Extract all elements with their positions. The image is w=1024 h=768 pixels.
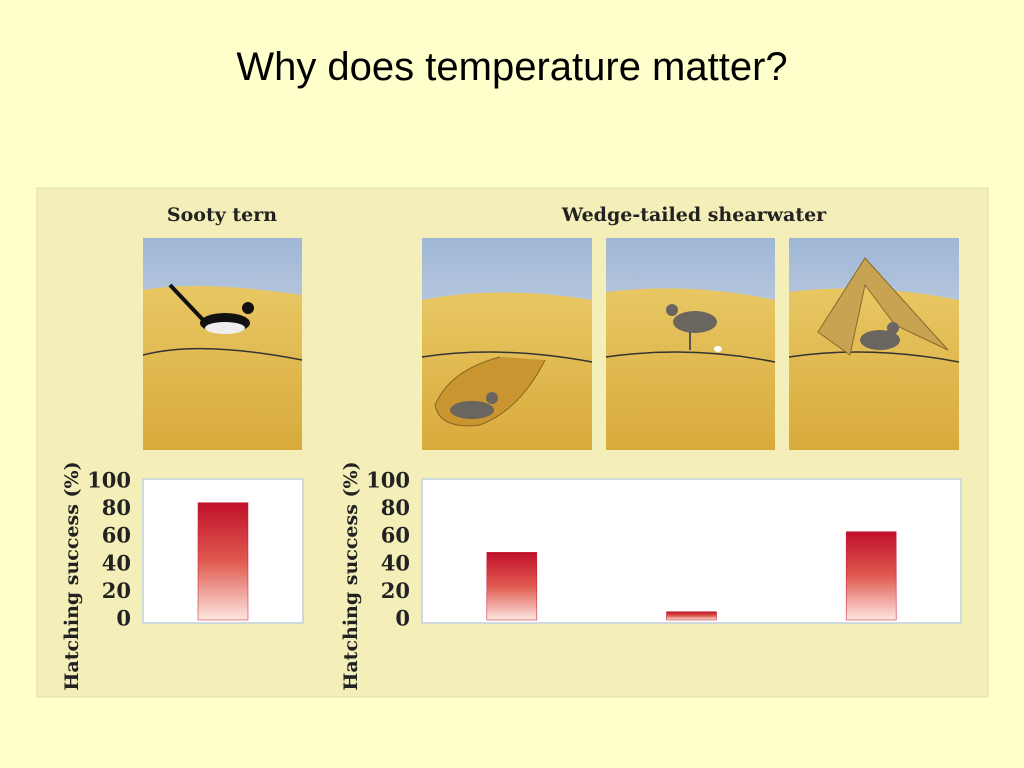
- y-tick-label: 80: [102, 495, 131, 520]
- y-tick-label: 40: [102, 550, 131, 575]
- bar: [486, 552, 538, 621]
- y-tick-label: 60: [102, 523, 131, 548]
- y-tick-label: 60: [381, 523, 410, 548]
- y-tick-label: 20: [102, 578, 131, 603]
- bar: [666, 611, 717, 621]
- illustration-shelter: [788, 238, 960, 450]
- slide-title: Why does temperature matter?: [236, 45, 787, 89]
- chart-title: Wedge-tailed shearwater: [561, 204, 827, 226]
- y-tick-label: 0: [116, 606, 131, 631]
- y-axis-label: Hatching success (%): [61, 461, 83, 690]
- y-tick-label: 20: [381, 578, 410, 603]
- y-tick-label: 80: [381, 495, 410, 520]
- y-tick-label: 40: [381, 550, 410, 575]
- y-tick-label: 0: [395, 606, 410, 631]
- chart-title: Sooty tern: [167, 204, 277, 226]
- illustrations: [142, 238, 960, 450]
- illustration-open: [605, 238, 776, 450]
- y-tick-label: 100: [366, 468, 410, 493]
- illustration-burrow: [421, 238, 593, 450]
- y-axis-label: Hatching success (%): [340, 461, 362, 690]
- y-tick-label: 100: [87, 468, 131, 493]
- bar: [197, 502, 249, 621]
- bar: [845, 531, 897, 621]
- illustration-tern: [142, 238, 303, 450]
